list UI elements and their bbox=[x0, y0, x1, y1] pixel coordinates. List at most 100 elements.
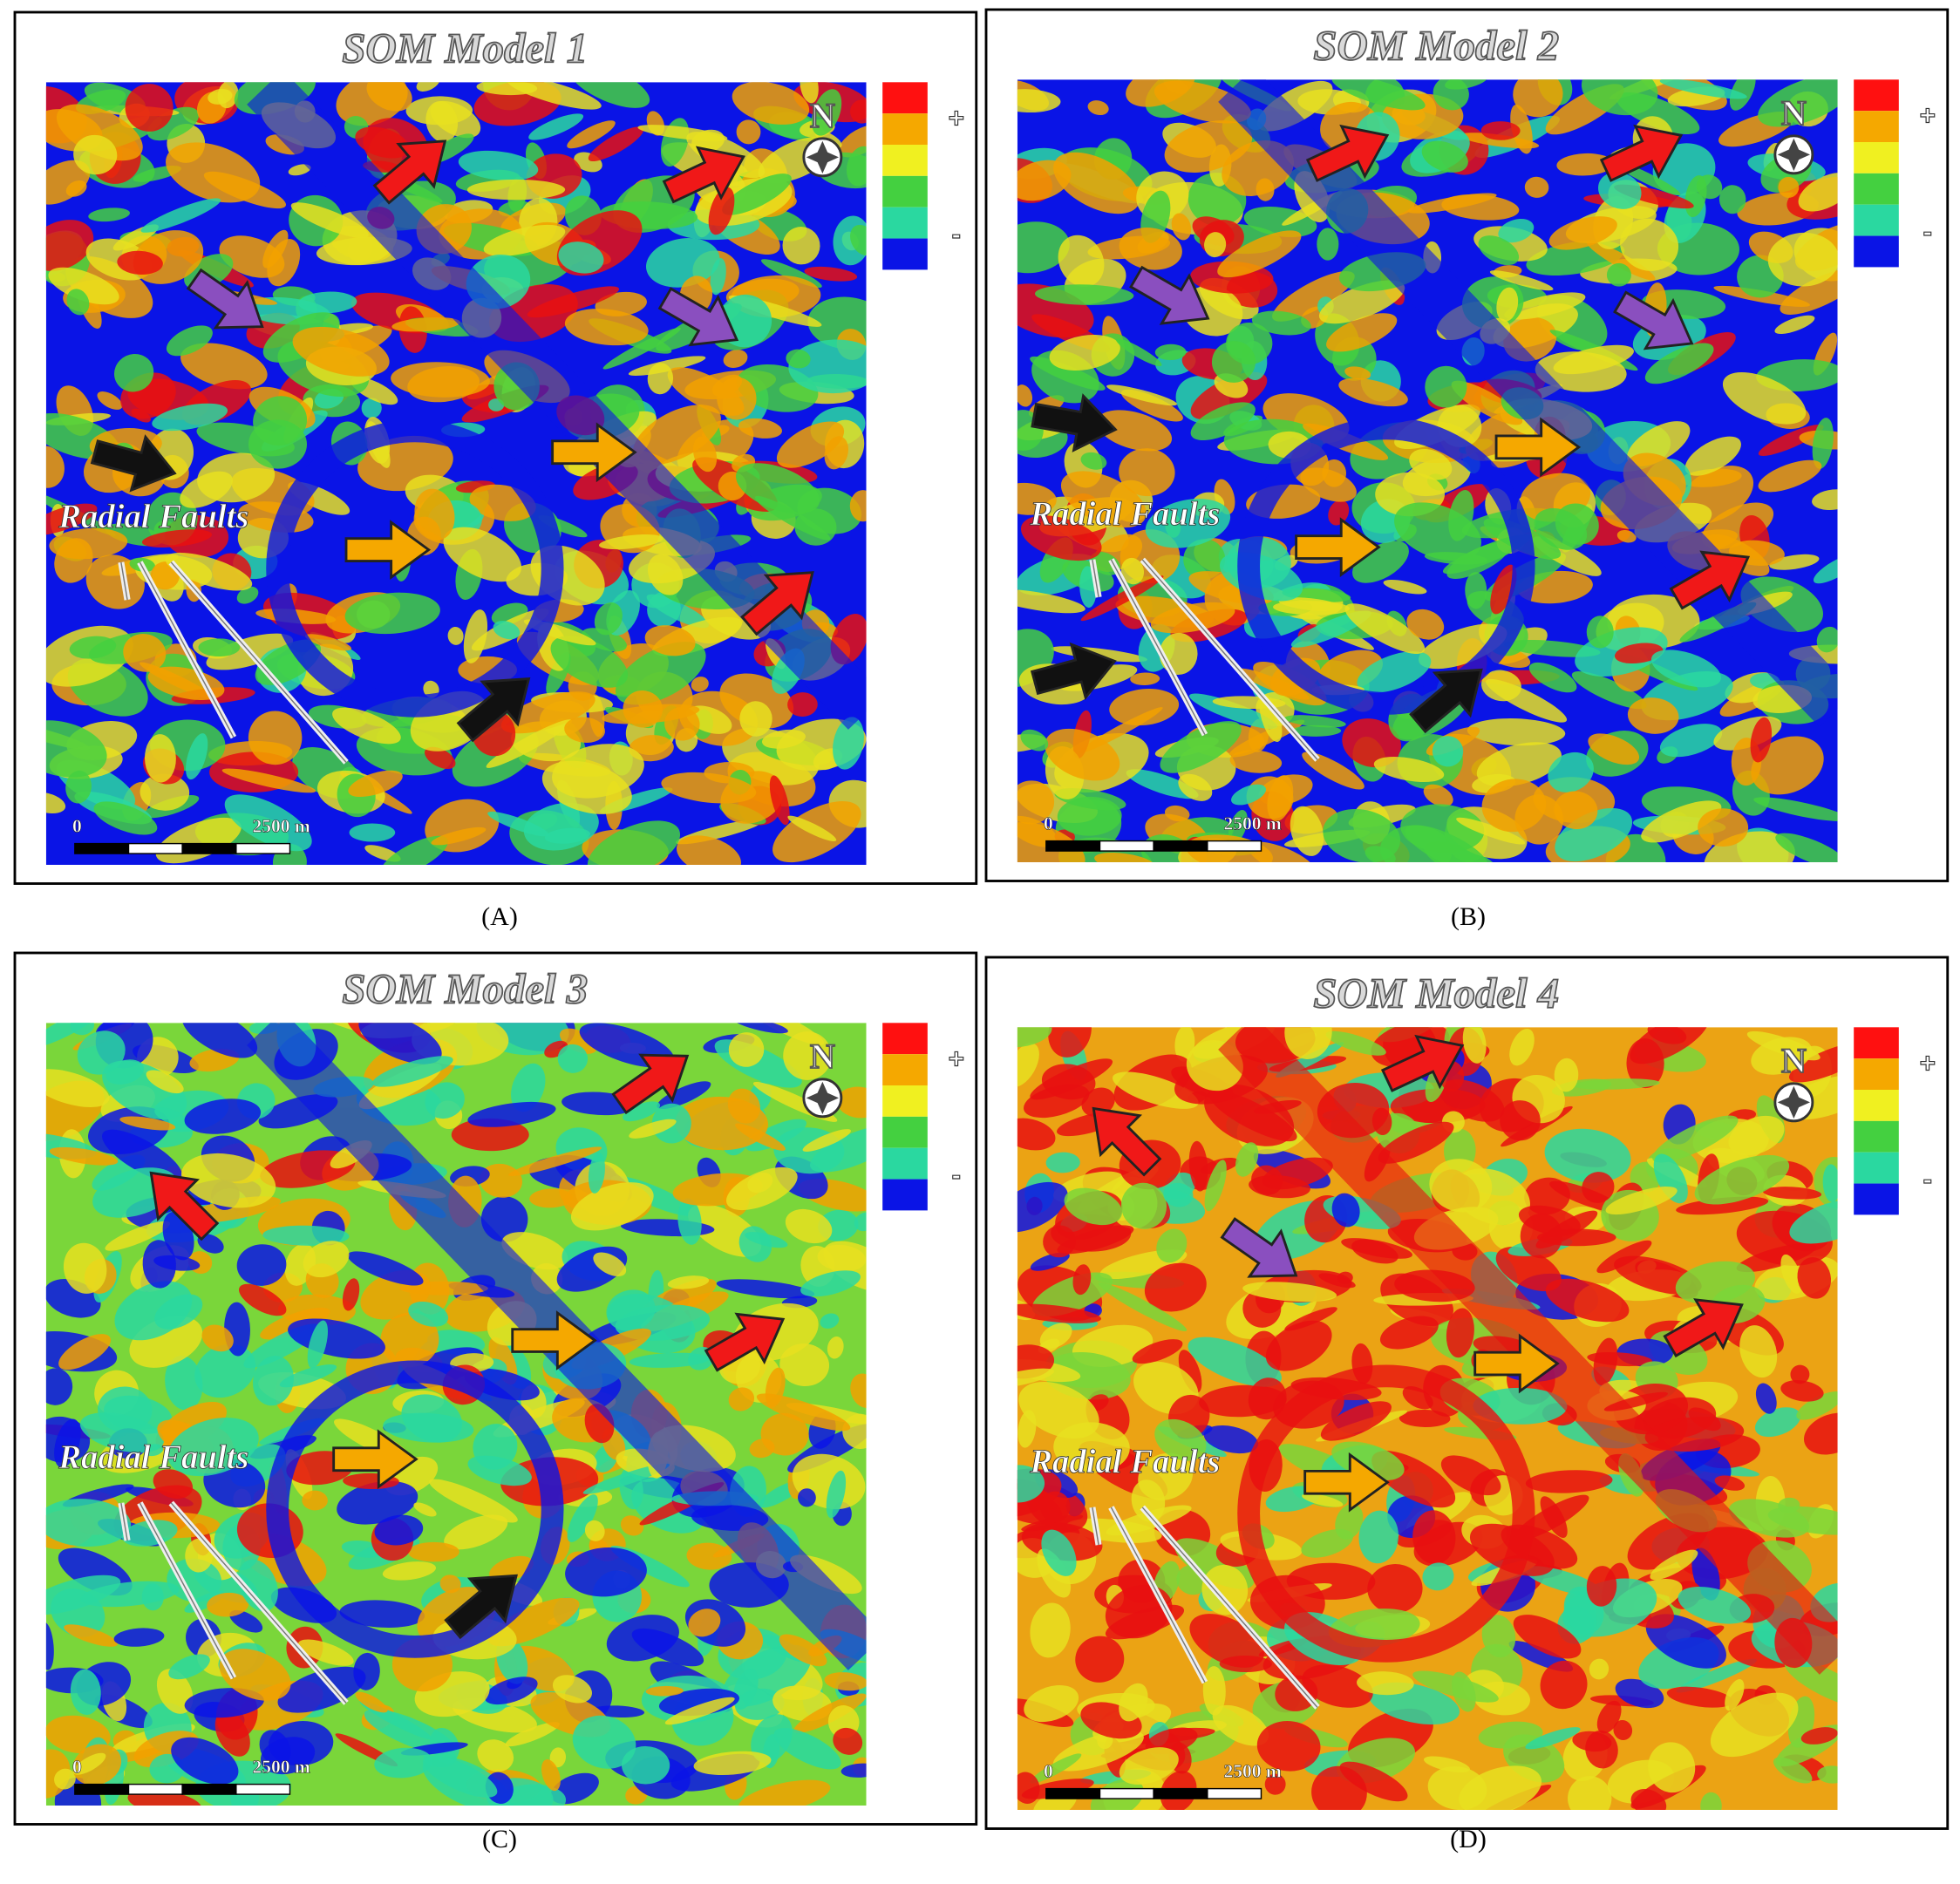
map-patch bbox=[798, 1488, 816, 1507]
map-patch bbox=[1710, 1692, 1799, 1758]
map-patch bbox=[1478, 1721, 1543, 1749]
map-patch bbox=[1509, 1028, 1535, 1066]
map-patch bbox=[1017, 1465, 1045, 1503]
map-patch bbox=[171, 1737, 239, 1785]
fault-pointer-edge bbox=[1141, 559, 1318, 760]
map-patch bbox=[56, 104, 143, 161]
panel: + - SOM Model 2 N Radial Faults 0 2500 m bbox=[984, 8, 1950, 882]
map-patch bbox=[1773, 1757, 1813, 1784]
map-patch bbox=[1017, 1118, 1056, 1151]
map-patch bbox=[1120, 1182, 1167, 1229]
map-patch bbox=[754, 495, 831, 541]
map bbox=[1017, 79, 1838, 862]
map-patch bbox=[1754, 1407, 1801, 1438]
map-patch bbox=[1119, 228, 1182, 270]
map-patch bbox=[1017, 822, 1085, 862]
map-patch bbox=[1789, 1199, 1838, 1244]
arrow bbox=[1031, 393, 1118, 452]
map-patch bbox=[1784, 1658, 1838, 1707]
map-patch bbox=[1045, 728, 1120, 781]
scale-segment bbox=[181, 1783, 237, 1795]
map-patch bbox=[425, 101, 459, 143]
map-patch bbox=[499, 1784, 567, 1806]
map-patch bbox=[644, 625, 696, 656]
map-patch bbox=[302, 1490, 328, 1511]
map-patch bbox=[221, 768, 316, 793]
map-patch bbox=[1178, 1350, 1202, 1393]
map-patch bbox=[290, 202, 369, 239]
map-patch bbox=[751, 1714, 793, 1764]
map-patch bbox=[1057, 1225, 1134, 1255]
legend-swatch bbox=[1854, 1027, 1899, 1059]
map-patch bbox=[1700, 1792, 1722, 1810]
map-patch bbox=[833, 1727, 863, 1755]
map-patch bbox=[725, 1166, 798, 1211]
map-patch bbox=[1800, 1727, 1838, 1745]
map-patch bbox=[745, 1232, 788, 1248]
legend-swatch bbox=[1854, 142, 1899, 173]
map-patch bbox=[165, 1356, 203, 1411]
map-patch bbox=[1597, 172, 1642, 209]
map-patch bbox=[121, 1520, 178, 1547]
arrow bbox=[444, 1574, 518, 1640]
map-patch bbox=[1109, 688, 1180, 726]
scale-start: 0 bbox=[1044, 813, 1053, 834]
map-patch bbox=[1098, 1282, 1188, 1331]
map-patch bbox=[723, 350, 748, 369]
map-patch bbox=[113, 353, 154, 392]
map-patch bbox=[776, 421, 845, 468]
map-patch bbox=[413, 1502, 437, 1517]
map-patch bbox=[1775, 833, 1838, 862]
map-patch bbox=[358, 1023, 442, 1064]
legend-minus: - bbox=[952, 1159, 962, 1190]
map-patch bbox=[1144, 1262, 1207, 1312]
map-patch bbox=[657, 1081, 711, 1110]
map-patch bbox=[279, 1364, 337, 1388]
map-patch bbox=[606, 1289, 656, 1331]
map-patch bbox=[45, 1368, 73, 1405]
map-patch bbox=[277, 1666, 366, 1713]
map-patch bbox=[588, 1152, 605, 1194]
map-patch bbox=[1409, 448, 1453, 480]
map-patch bbox=[1290, 724, 1342, 737]
map-patch bbox=[846, 146, 867, 187]
map-patch bbox=[1524, 176, 1549, 198]
arrow bbox=[1380, 1034, 1465, 1092]
map-patch bbox=[1045, 1152, 1080, 1173]
map-patch bbox=[45, 1622, 54, 1670]
map-patch bbox=[1072, 1264, 1092, 1296]
map-patch bbox=[1017, 482, 1057, 515]
map-patch bbox=[1030, 1602, 1071, 1658]
map-patch bbox=[1504, 292, 1586, 320]
map-patch bbox=[429, 1479, 518, 1523]
map-patch bbox=[826, 1470, 847, 1519]
map-patch bbox=[623, 1101, 661, 1122]
map-patch bbox=[1678, 1586, 1752, 1624]
map-patch bbox=[804, 266, 858, 282]
map-patch bbox=[567, 120, 616, 149]
scale-start: 0 bbox=[72, 816, 82, 837]
map-patch bbox=[1478, 235, 1520, 266]
map-patch bbox=[588, 126, 644, 162]
map-patch bbox=[1383, 580, 1427, 595]
map-patch bbox=[1390, 1088, 1486, 1124]
map-patch bbox=[416, 82, 440, 92]
map bbox=[45, 1023, 867, 1806]
map-patch bbox=[1326, 313, 1398, 352]
scale-segment bbox=[1099, 1787, 1154, 1799]
map-patch bbox=[557, 1044, 589, 1073]
map-patch bbox=[693, 1751, 772, 1776]
map-patch bbox=[840, 1763, 867, 1778]
arrow bbox=[704, 1312, 786, 1372]
arrow bbox=[1295, 517, 1381, 577]
map-patch bbox=[1113, 1071, 1199, 1109]
crater-rim bbox=[1237, 1364, 1535, 1663]
map-patch bbox=[1211, 341, 1256, 383]
map-patch bbox=[733, 1023, 788, 1034]
map-patch bbox=[716, 1279, 815, 1299]
map-patch bbox=[1017, 588, 1085, 614]
map-patch bbox=[423, 1755, 498, 1798]
legend-swatch bbox=[1854, 173, 1899, 205]
map-patch bbox=[1053, 1422, 1130, 1473]
map-patch bbox=[1627, 697, 1679, 734]
